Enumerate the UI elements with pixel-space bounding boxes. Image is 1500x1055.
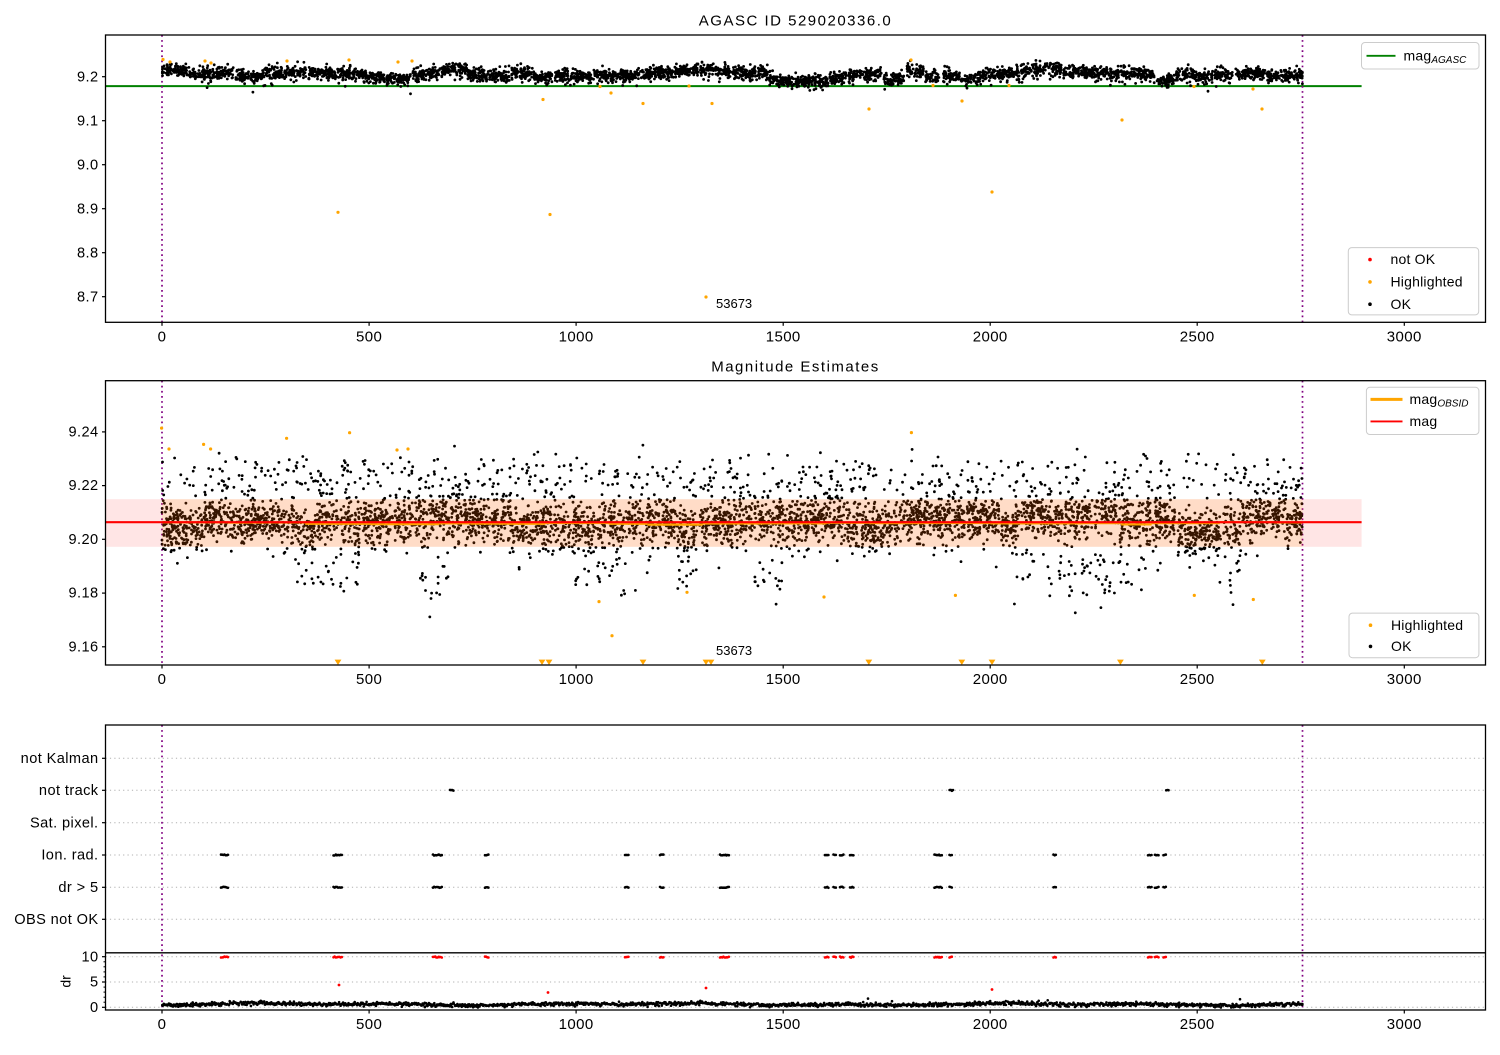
- svg-text:OK: OK: [1391, 638, 1412, 654]
- svg-text:mag: mag: [1410, 413, 1438, 429]
- svg-text:5: 5: [90, 975, 99, 991]
- svg-text:9.0: 9.0: [77, 157, 99, 173]
- svg-text:500: 500: [356, 329, 382, 346]
- svg-text:1000: 1000: [559, 1016, 594, 1033]
- svg-text:9.1: 9.1: [77, 113, 99, 129]
- svg-text:2500: 2500: [1180, 1016, 1215, 1033]
- svg-text:OBS not OK: OBS not OK: [14, 912, 98, 928]
- svg-text:53673: 53673: [716, 643, 752, 658]
- svg-text:10: 10: [81, 949, 98, 965]
- svg-text:3000: 3000: [1387, 1016, 1422, 1033]
- svg-text:Sat. pixel.: Sat. pixel.: [30, 815, 98, 831]
- svg-text:not Kalman: not Kalman: [21, 751, 99, 767]
- svg-text:9.24: 9.24: [68, 425, 98, 441]
- svg-text:Highlighted: Highlighted: [1391, 617, 1463, 633]
- svg-text:0: 0: [158, 329, 167, 346]
- svg-text:1500: 1500: [766, 1016, 801, 1033]
- svg-text:2000: 2000: [973, 671, 1008, 688]
- svg-text:2500: 2500: [1180, 329, 1215, 346]
- svg-text:3000: 3000: [1387, 329, 1422, 346]
- svg-text:9.18: 9.18: [68, 586, 98, 602]
- svg-text:2000: 2000: [973, 1016, 1008, 1033]
- svg-text:Highlighted: Highlighted: [1391, 274, 1463, 290]
- svg-text:not OK: not OK: [1391, 251, 1436, 267]
- svg-text:0: 0: [90, 1000, 99, 1016]
- svg-text:1000: 1000: [559, 671, 594, 688]
- svg-text:1000: 1000: [559, 329, 594, 346]
- svg-text:53673: 53673: [716, 296, 752, 311]
- svg-text:3000: 3000: [1387, 671, 1422, 688]
- svg-text:Ion. rad.: Ion. rad.: [41, 848, 98, 864]
- svg-text:8.9: 8.9: [77, 201, 99, 217]
- svg-text:OK: OK: [1391, 296, 1412, 312]
- svg-text:Magnitude Estimates: Magnitude Estimates: [711, 359, 880, 376]
- svg-text:500: 500: [356, 671, 382, 688]
- svg-text:8.8: 8.8: [77, 245, 99, 261]
- svg-text:9.20: 9.20: [68, 532, 98, 548]
- svg-text:2500: 2500: [1180, 671, 1215, 688]
- svg-text:0: 0: [158, 671, 167, 688]
- svg-text:not track: not track: [39, 783, 99, 799]
- svg-text:1500: 1500: [766, 329, 801, 346]
- svg-text:dr: dr: [58, 975, 74, 988]
- svg-text:1500: 1500: [766, 671, 801, 688]
- svg-text:0: 0: [158, 1016, 167, 1033]
- svg-text:9.2: 9.2: [77, 69, 99, 85]
- svg-text:2000: 2000: [973, 329, 1008, 346]
- svg-text:8.7: 8.7: [77, 289, 99, 305]
- svg-text:500: 500: [356, 1016, 382, 1033]
- svg-text:9.16: 9.16: [68, 639, 98, 655]
- svg-text:9.22: 9.22: [68, 478, 98, 494]
- svg-text:dr > 5: dr > 5: [58, 880, 98, 896]
- svg-text:AGASC ID 529020336.0: AGASC ID 529020336.0: [699, 13, 892, 30]
